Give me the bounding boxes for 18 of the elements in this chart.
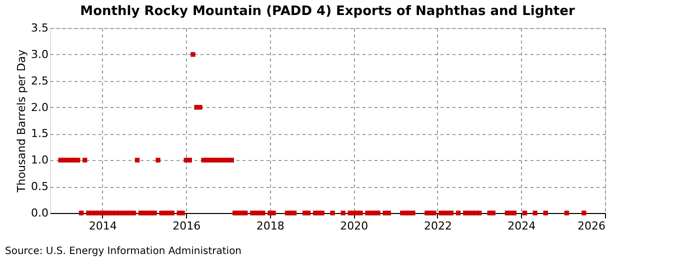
y-tick-label: 1.5 — [31, 127, 48, 140]
y-tick-label: 2.0 — [31, 100, 48, 114]
y-axis-title: Thousand Barrels per Day — [15, 49, 28, 194]
x-tick-label: 2016 — [172, 220, 201, 232]
x-tick-label: 2018 — [256, 220, 284, 232]
x-tick-label: 2024 — [508, 220, 536, 232]
x-tick-label: 2022 — [424, 220, 452, 232]
y-tick-label: 3.0 — [31, 48, 48, 61]
y-tick-label: 3.5 — [31, 22, 48, 34]
chart-title: Monthly Rocky Mountain (PADD 4) Exports of Naphthas and Lighter — [80, 4, 576, 19]
x-tick-label: 2014 — [88, 220, 117, 232]
source-note: Source: U.S. Energy Information Administration — [5, 246, 242, 257]
y-tick-label: 0.0 — [31, 206, 48, 220]
x-tick-label: 2026 — [578, 220, 606, 232]
x-tick-label: 2020 — [340, 220, 368, 232]
y-tick-label: 0.5 — [31, 180, 48, 194]
y-tick-label: 1.0 — [31, 154, 48, 167]
y-tick-label: 2.5 — [31, 74, 48, 88]
